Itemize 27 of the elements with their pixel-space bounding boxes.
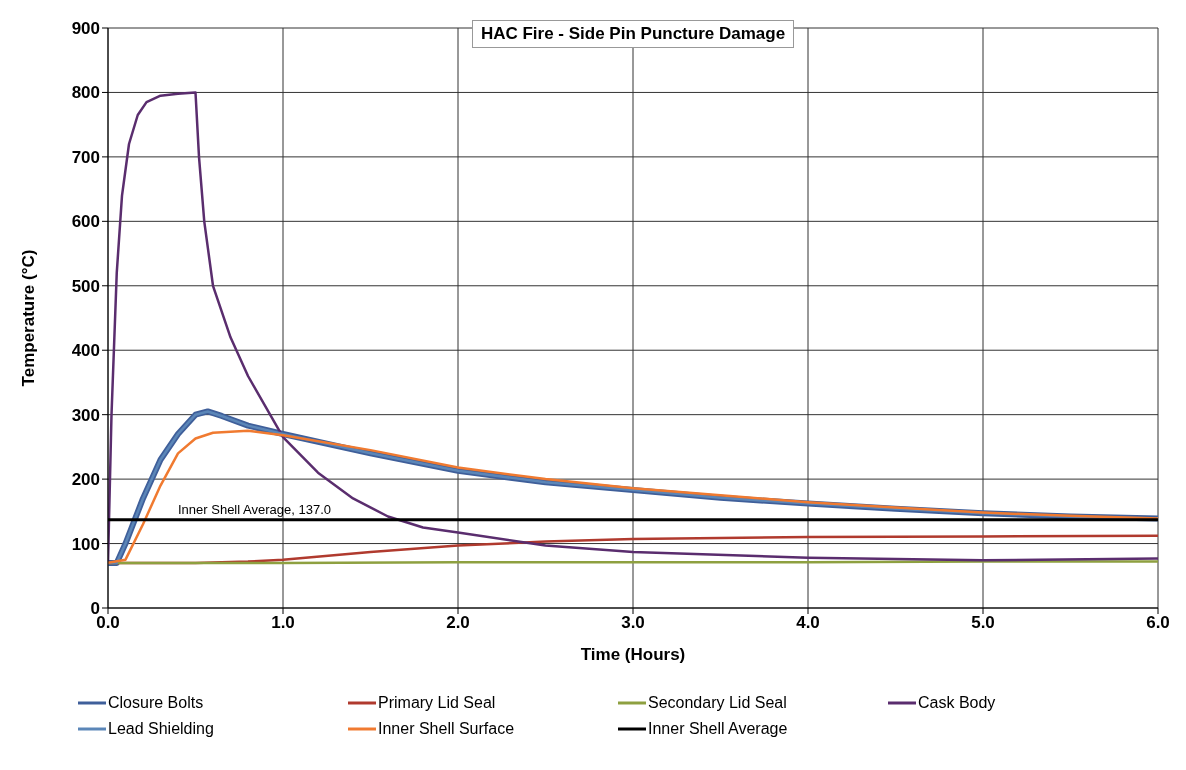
y-axis-title: Temperature (°C) <box>19 249 39 387</box>
y-tick-label: 300 <box>71 405 100 425</box>
x-tick-label: 3.0 <box>621 613 645 633</box>
legend-label: Cask Body <box>918 694 996 712</box>
x-tick-label: 6.0 <box>1146 613 1170 633</box>
legend-label: Inner Shell Surface <box>378 720 515 738</box>
x-tick-label: 0.0 <box>96 613 120 633</box>
legend-label: Lead Shielding <box>108 720 214 738</box>
y-tick-label: 400 <box>71 341 100 361</box>
x-tick-label: 1.0 <box>271 613 295 633</box>
legend-label: Primary Lid Seal <box>378 694 496 712</box>
legend-label: Secondary Lid Seal <box>648 694 787 712</box>
x-axis-title: Time (Hours) <box>580 645 686 664</box>
legend-label: Inner Shell Average <box>648 720 788 738</box>
y-tick-label: 200 <box>71 470 100 490</box>
y-tick-label: 500 <box>71 276 100 296</box>
y-tick-label: 600 <box>71 212 100 232</box>
y-tick-label: 900 <box>71 19 100 39</box>
x-tick-label: 5.0 <box>971 613 995 633</box>
x-tick-label: 4.0 <box>796 613 820 633</box>
y-tick-label: 700 <box>71 147 100 167</box>
y-tick-label: 100 <box>71 534 100 554</box>
annotation: Inner Shell Average, 137.0 <box>178 501 331 517</box>
legend-label: Closure Bolts <box>108 694 204 712</box>
y-tick-label: 800 <box>71 83 100 103</box>
x-tick-label: 2.0 <box>446 613 470 633</box>
chart-title: HAC Fire - Side Pin Puncture Damage <box>471 20 795 48</box>
